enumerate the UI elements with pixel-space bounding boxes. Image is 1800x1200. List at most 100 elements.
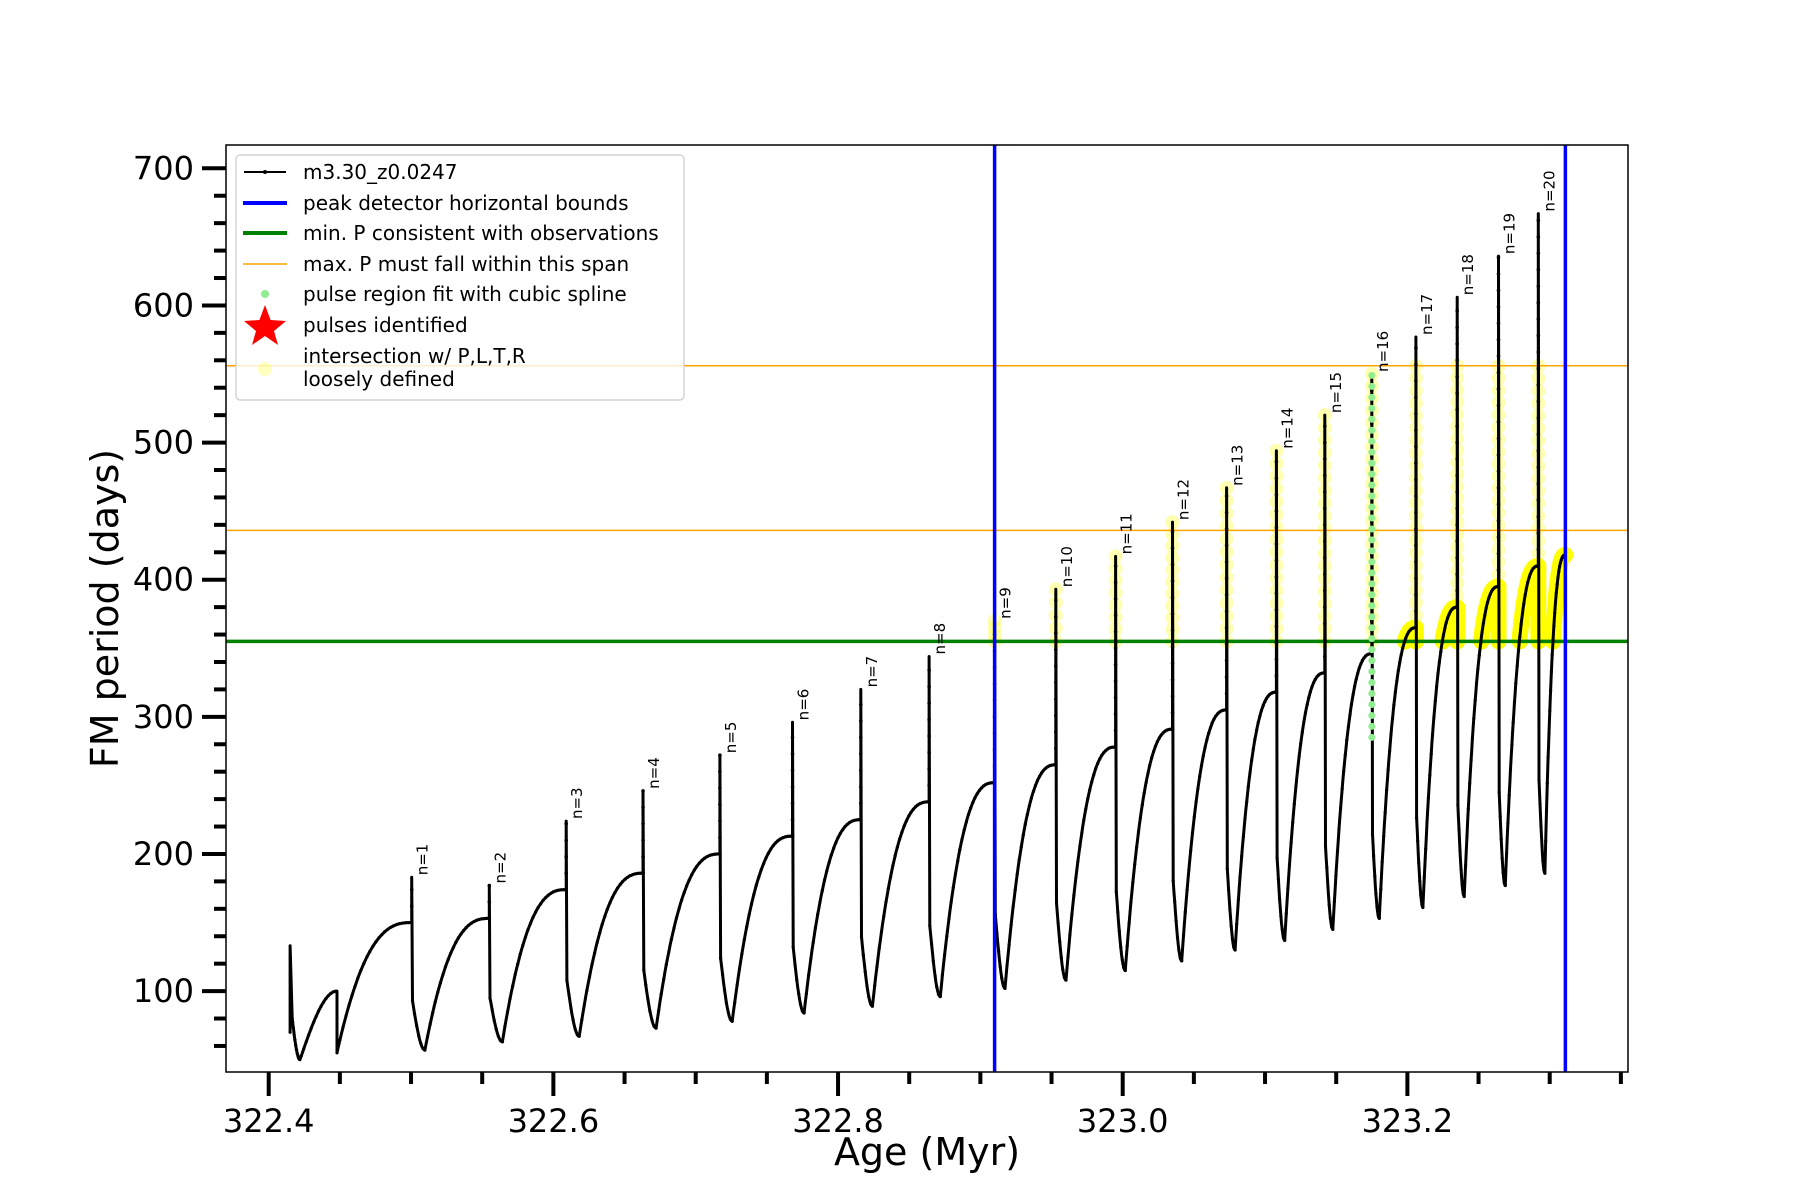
spline-fit-dot — [1368, 569, 1376, 577]
pulse-point — [1274, 657, 1279, 662]
pulse-label: n=19 — [1500, 213, 1518, 254]
legend-box — [235, 154, 685, 401]
model-point — [1207, 731, 1211, 735]
model-point — [1078, 844, 1082, 848]
model-point — [1138, 816, 1142, 820]
y-tick-label: 300 — [133, 698, 194, 736]
model-point — [1444, 621, 1448, 625]
pulse-point — [1455, 424, 1459, 428]
spline-fit-dot — [1368, 481, 1376, 489]
pulse-point — [1323, 555, 1327, 560]
model-point — [728, 1017, 732, 1021]
model-point — [412, 1011, 417, 1016]
model-point — [754, 883, 758, 887]
model-point — [947, 917, 951, 921]
model-point — [389, 925, 393, 929]
model-point — [621, 880, 625, 884]
pulse-point — [1224, 543, 1229, 548]
model-point — [1503, 883, 1507, 888]
model-point — [867, 995, 871, 999]
model-point — [359, 968, 363, 972]
model-point — [383, 930, 387, 934]
model-point — [909, 810, 913, 815]
pulse-point — [564, 838, 568, 843]
pulse-point — [1113, 580, 1118, 585]
model-point — [1236, 898, 1240, 902]
model-point — [1417, 861, 1421, 865]
model-point — [1175, 935, 1180, 940]
model-point — [1178, 956, 1182, 960]
model-point — [1388, 749, 1392, 754]
model-point — [674, 916, 679, 920]
model-point — [482, 917, 486, 921]
spline-fit-dot — [1368, 382, 1376, 390]
model-point — [600, 922, 604, 926]
model-point — [356, 976, 360, 980]
pulse-point — [409, 920, 414, 925]
model-point — [949, 900, 953, 905]
model-point — [690, 873, 694, 877]
model-point — [776, 839, 780, 843]
model-point — [1359, 662, 1363, 666]
pulse-point — [1274, 624, 1279, 629]
model-point — [516, 962, 520, 966]
pulse-label: n=17 — [1418, 294, 1436, 335]
model-point — [975, 792, 979, 796]
model-point — [347, 1003, 351, 1007]
model-point — [1383, 810, 1387, 815]
model-point — [291, 1026, 295, 1030]
model-point — [1353, 684, 1357, 689]
model-point — [544, 895, 548, 900]
model-point — [1082, 818, 1086, 822]
model-point — [1528, 572, 1532, 576]
model-point — [1297, 755, 1301, 759]
model-point — [302, 1047, 306, 1051]
pulse-point — [1536, 514, 1541, 519]
model-point — [1515, 664, 1519, 668]
model-point — [1335, 849, 1340, 854]
pulse-point — [1414, 477, 1418, 482]
model-point — [786, 834, 790, 839]
model-point — [764, 856, 768, 860]
pulse-label: n=15 — [1327, 372, 1345, 413]
pulse-point — [718, 802, 722, 807]
pulse-point — [1170, 694, 1175, 699]
model-point — [1243, 816, 1247, 821]
model-point — [1555, 582, 1559, 587]
model-point — [749, 902, 754, 906]
model-point — [362, 961, 366, 966]
model-point — [811, 941, 815, 945]
model-point — [1100, 753, 1104, 758]
model-point — [492, 1018, 496, 1022]
model-point — [521, 943, 525, 948]
model-point — [1136, 830, 1141, 834]
model-point — [636, 871, 640, 876]
model-point — [845, 822, 849, 827]
legend-swatch-yellow-circle — [258, 362, 272, 376]
model-point — [1348, 713, 1352, 717]
model-point — [1203, 745, 1207, 749]
model-point — [534, 910, 538, 914]
model-point — [774, 841, 778, 845]
pulse-point — [1455, 555, 1459, 560]
model-point — [1542, 868, 1546, 872]
pulse-point — [1113, 695, 1118, 700]
model-point — [1436, 672, 1440, 676]
legend-label-pulses: pulses identified — [303, 313, 468, 337]
model-point — [1017, 858, 1021, 862]
model-point — [510, 984, 515, 989]
model-point — [1473, 698, 1477, 702]
spline-fit-dot — [1368, 613, 1376, 621]
model-point — [884, 900, 888, 904]
model-point — [1327, 903, 1331, 907]
pulse-point — [1113, 662, 1118, 667]
model-point — [1539, 824, 1543, 829]
pulse-point — [1455, 342, 1459, 346]
model-point — [1421, 905, 1425, 910]
model-point — [869, 1002, 873, 1006]
pulse-point — [1536, 465, 1541, 470]
model-point — [1029, 796, 1033, 800]
model-point — [672, 926, 676, 930]
model-point — [603, 914, 607, 919]
model-point — [1502, 880, 1506, 884]
